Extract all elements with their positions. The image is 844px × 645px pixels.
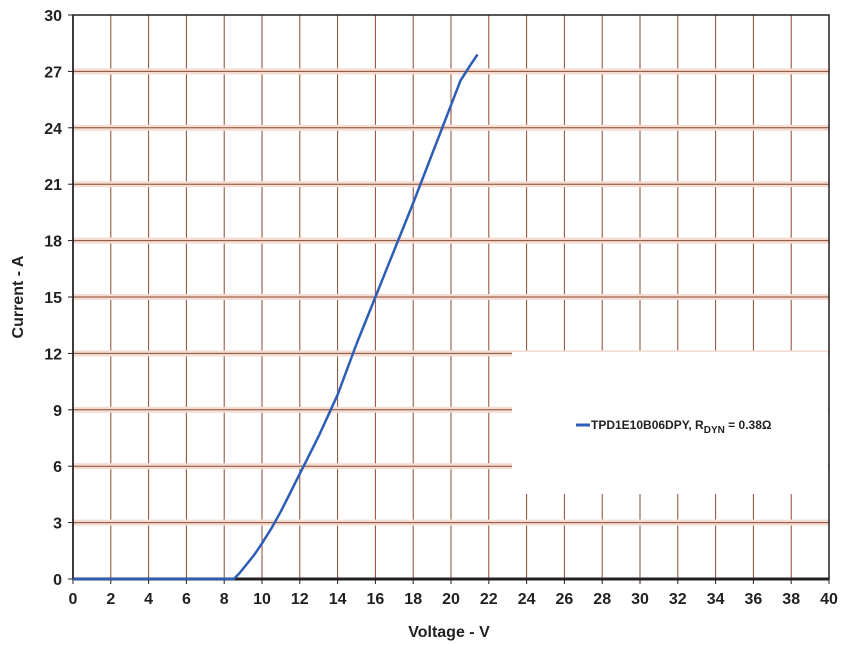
- y-tick-label: 12: [44, 346, 62, 363]
- series-line: [73, 53, 479, 581]
- x-tick-label: 38: [782, 591, 800, 608]
- x-tick-label: 4: [144, 591, 153, 608]
- x-tick-label: 12: [291, 591, 309, 608]
- x-tick-label: 16: [367, 591, 385, 608]
- y-axis-title: Current - A: [10, 255, 27, 338]
- x-tick-label: 32: [669, 591, 687, 608]
- x-tick-labels: 0 2 4 6 8 10 12 14 16 18 20 22 24 26 28 30 32 34 36 38 40: [69, 591, 838, 608]
- x-tick-label: 14: [329, 591, 347, 608]
- x-tick-label: 10: [253, 591, 271, 608]
- x-tick-label: 6: [182, 591, 191, 608]
- x-tick-label: 0: [69, 591, 78, 608]
- y-tick-label: 27: [44, 64, 62, 81]
- x-tick-label: 8: [220, 591, 229, 608]
- x-tick-label: 22: [480, 591, 498, 608]
- legend-box: [512, 352, 828, 494]
- x-tick-label: 40: [820, 591, 838, 608]
- y-tick-labels: 0 3 6 9 12 15 18 21 24 27 30: [44, 8, 62, 589]
- series-layer: [73, 53, 479, 581]
- y-tick-label: 18: [44, 234, 62, 251]
- x-tick-label: 24: [518, 591, 536, 608]
- y-tick-label: 9: [53, 403, 62, 420]
- legend-label-sub: DYN: [704, 425, 725, 436]
- x-tick-label: 28: [593, 591, 611, 608]
- y-tick-label: 30: [44, 8, 62, 25]
- x-tick-label: 2: [106, 591, 115, 608]
- y-tick-label: 15: [44, 290, 62, 307]
- x-tick-label: 20: [442, 591, 460, 608]
- y-tick-label: 21: [44, 177, 62, 194]
- x-tick-label: 36: [745, 591, 763, 608]
- legend: TPD1E10B06DPY, RDYN = 0.38Ω: [576, 418, 772, 436]
- grid: [73, 15, 829, 579]
- legend-label: TPD1E10B06DPY, RDYN = 0.38Ω: [591, 418, 772, 436]
- x-tick-label: 30: [631, 591, 649, 608]
- y-tick-label: 24: [44, 121, 62, 138]
- legend-label-tail: = 0.38Ω: [725, 418, 772, 432]
- x-tick-label: 34: [707, 591, 725, 608]
- y-tick-label: 6: [53, 459, 62, 476]
- x-tick-label: 18: [404, 591, 422, 608]
- x-tick-label: 26: [556, 591, 574, 608]
- legend-label-main: TPD1E10B06DPY, R: [591, 418, 704, 432]
- x-axis-title: Voltage - V: [408, 624, 490, 641]
- y-tick-label: 0: [53, 572, 62, 589]
- y-tick-label: 3: [53, 516, 62, 533]
